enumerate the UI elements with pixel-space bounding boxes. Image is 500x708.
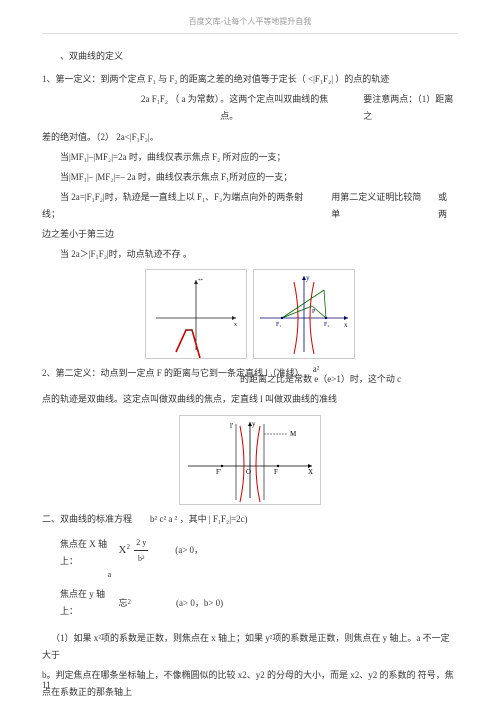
svg-text:O: O [246,468,251,476]
focus-y-row: 焦点在 y 轴上： 忘2 (a> 0，b> 0) [60,586,458,620]
focus-x-cond: (a> 0， [175,542,203,559]
svg-text:X: X [308,468,313,476]
page-header: 百度文库-让每个人平等地提升自我 [42,14,458,34]
focus-x-sup1: 2 [126,543,130,551]
diagram-row-2: F' F O y X l' M [42,415,458,505]
focus-x-yden: b² [134,551,148,566]
focus-x-label: 焦点在 X 轴上： [60,532,119,570]
svg-text:l': l' [230,422,233,430]
svg-text:x: x [234,322,237,328]
case-4: 当 2a＞|F₁F₂|时，动点轨迹不存 。 [42,246,458,263]
note-1: （1）如果 x²项的系数是正数，则焦点在 x 轴上；如果 y²项的系数是正数，则… [42,630,458,664]
case-3a: 当 2a=|F₁F₂|时，轨迹是一直线上以 F₁、F₂为端点向外的两条射线； [42,189,318,223]
svg-text:x: x [344,321,348,329]
def1-formula-row: 2a F₁F₂ （ a 为常数） 。这两个定点叫双曲线的焦点。 要注意两点：（1… [42,91,458,125]
case-3c: 或 两 [438,189,458,223]
def2-intro-b: 的距离之比是常数 e（e>1）时，这个动 c [240,371,458,388]
svg-text:y: y [252,420,256,428]
diagram-hyperbola-foci: y x F₁ F₂ P [253,269,355,359]
section-title-1: 、双曲线的定义 [42,48,458,65]
focus-x-a: a [108,567,458,582]
diagram-sqrt-axes: ** x [145,269,247,359]
focus-y-formula: 忘 [119,595,128,612]
page: 百度文库-让每个人平等地提升自我 、双曲线的定义 1、第一定义：到两个定点 F₁… [0,0,500,708]
formula-parts: b² c² a ² ，其中 | F₁F₂|=2c) [150,511,248,528]
svg-text:F₂: F₂ [324,322,329,328]
svg-text:F₁: F₁ [276,322,281,328]
svg-text:F: F [274,468,278,476]
svg-text:**: ** [198,279,204,284]
svg-text:P: P [312,309,316,315]
case-1: 当|MF₁|–|MF₂|=2a 时，曲线仅表示焦点 F₂ 所对应的一支； [42,149,458,166]
case-3-row: 当 2a=|F₁F₂|时，轨迹是一直线上以 F₁、F₂为端点向外的两条射线； 用… [42,189,458,223]
focus-x-ynum: 2 y [134,535,148,551]
focus-y-sup: 2 [128,596,132,609]
svg-text:F': F' [216,468,221,476]
svg-text:M: M [290,430,297,438]
focus-y-cond: (a> 0，b> 0) [176,595,223,612]
def1-formula: 2a F₁F₂ （ a 为常数） [141,91,220,125]
definition-1: 1、第一定义：到两个定点 F₁ 与 F₂ 的距离之差的绝对值等于定长（ <|F₁… [42,71,458,88]
case-3b: 用第二定义证明比较简单 [331,189,429,223]
page-number: 11 [42,677,51,694]
section2-row: 二、双曲线的标准方程 b² c² a ² ，其中 | F₁F₂|=2c) [42,511,458,528]
focus-y-label: 焦点在 y 轴上： [60,586,119,620]
def1-formula-tail: 。这两个定点叫双曲线的焦点。 [220,91,341,125]
focus-x-row: 焦点在 X 轴上： X2 2 y b² (a> 0， [60,532,458,570]
diagram-hyperbola-directrix: F' F O y X l' M [179,415,321,505]
case-3d: 边之差小于第三边 [42,226,458,243]
def1-note-right: 要注意两点：（1）距离之 [363,91,458,125]
section-title-2: 二、双曲线的标准方程 [42,511,132,528]
def2-ratio: a² [313,361,320,378]
case-2: 当|MF₁|– |MF₂|=– 2a 时，曲线仅表示焦点 F₁所对应的一支； [42,169,458,186]
note-2: b。判定焦点在哪条坐标轴上，不像椭圆似的比较 x2、y2 的分母的大小，而是 x… [42,667,458,701]
svg-text:y: y [306,274,310,282]
def2-intro2: 点的轨迹是双曲线。这定点叫做双曲线的焦点，定直线 l 叫做双曲线的准线 [42,391,458,408]
diagram-row-1: ** x y x F₁ F₂ P [42,269,458,359]
def1-note2: 差的绝对值。（2） 2a<|F₁F₂|。 [42,129,458,146]
